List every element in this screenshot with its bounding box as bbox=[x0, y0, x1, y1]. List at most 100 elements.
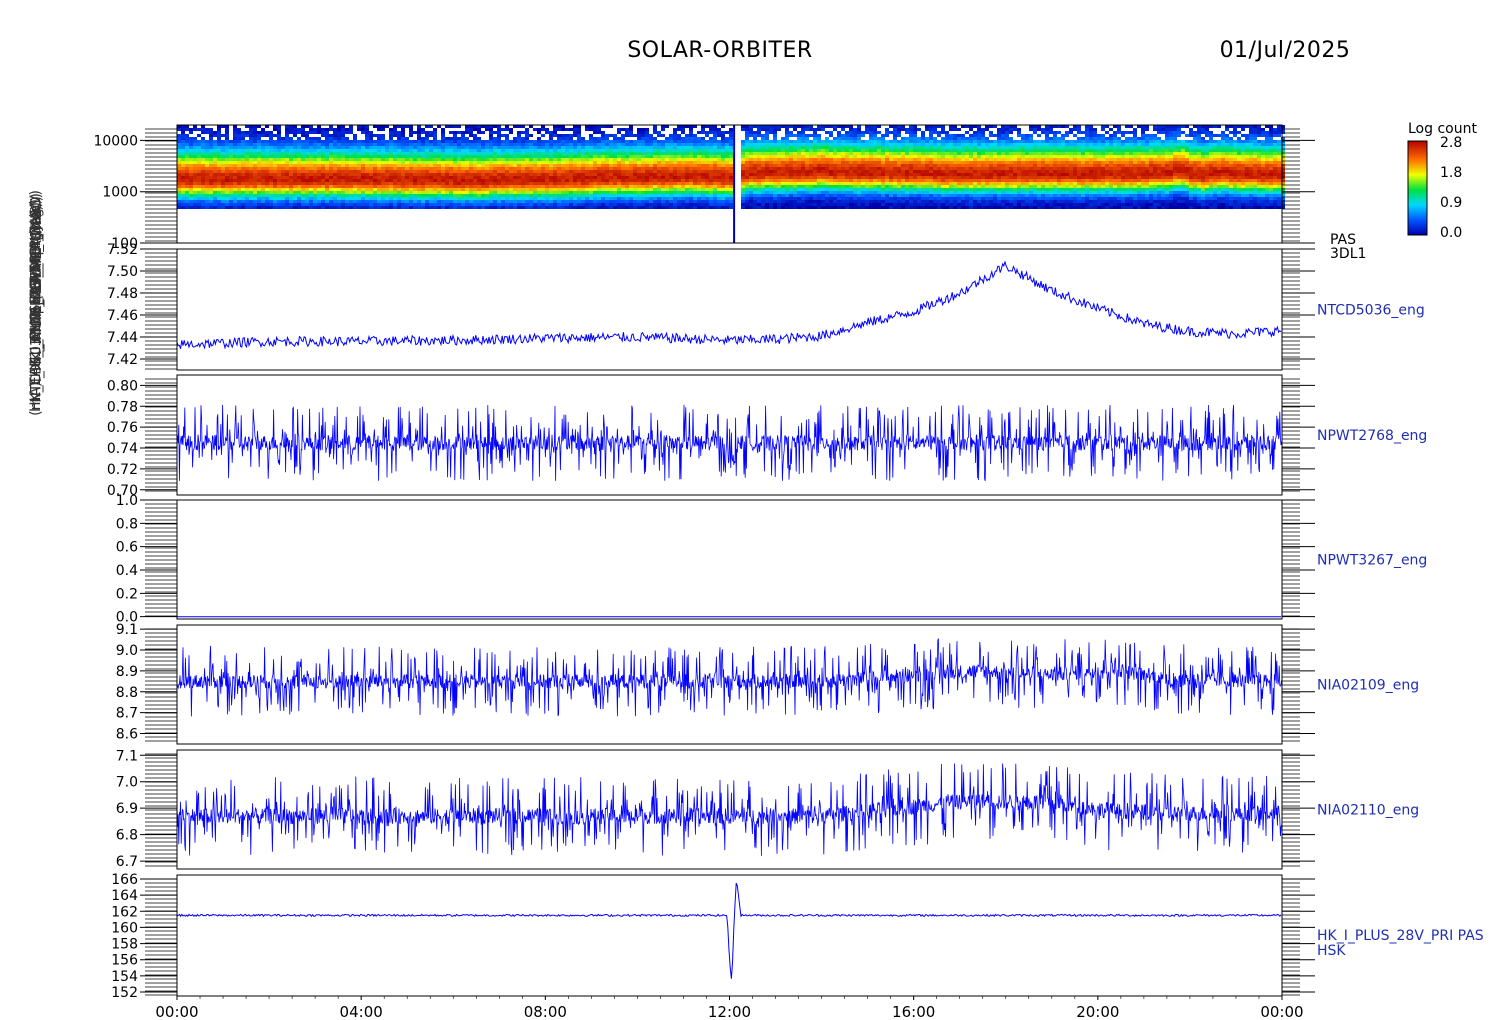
spectrogram-cell bbox=[657, 179, 661, 182]
spectrogram-cell bbox=[297, 173, 301, 176]
spectrogram-cell bbox=[673, 131, 677, 134]
spectrogram-cell bbox=[817, 143, 821, 146]
spectrogram-cell bbox=[313, 158, 317, 161]
spectrogram-cell bbox=[569, 140, 573, 143]
spectrogram-cell bbox=[217, 176, 221, 179]
spectrogram-cell bbox=[581, 200, 585, 203]
spectrogram-cell bbox=[729, 164, 733, 167]
spectrogram-cell bbox=[869, 188, 873, 191]
spectrogram-cell bbox=[609, 206, 613, 209]
spectrogram-cell bbox=[801, 158, 805, 161]
spectrogram-cell bbox=[857, 206, 861, 209]
spectrogram-cell bbox=[517, 152, 521, 155]
spectrogram-cell bbox=[217, 140, 221, 143]
spectrogram-cell bbox=[409, 152, 413, 155]
spectrogram-cell bbox=[237, 146, 241, 149]
spectrogram-cell bbox=[409, 176, 413, 179]
spectrogram-cell bbox=[177, 152, 181, 155]
spectrogram-cell bbox=[761, 152, 765, 155]
spectrogram-cell bbox=[509, 197, 513, 200]
spectrogram-cell bbox=[857, 164, 861, 167]
spectrogram-cell bbox=[217, 152, 221, 155]
spectrogram-cell bbox=[317, 149, 321, 152]
spectrogram-cell bbox=[849, 149, 853, 152]
spectrogram-cell bbox=[937, 164, 941, 167]
spectrogram-cell bbox=[477, 125, 481, 128]
spectrogram-cell bbox=[253, 179, 257, 182]
spectrogram-cell bbox=[281, 179, 285, 182]
spectrogram-cell bbox=[189, 200, 193, 203]
spectrogram-cell bbox=[865, 173, 869, 176]
spectrogram-cell bbox=[765, 137, 769, 140]
spectrogram-cell bbox=[665, 182, 669, 185]
spectrogram-cell bbox=[897, 203, 901, 206]
spectrogram-cell bbox=[745, 155, 749, 158]
spectrogram-cell bbox=[237, 155, 241, 158]
spectrogram-cell bbox=[401, 200, 405, 203]
spectrogram-cell bbox=[589, 197, 593, 200]
spectrogram-cell bbox=[817, 125, 821, 128]
spectrogram-cell bbox=[749, 131, 753, 134]
spectrogram-cell bbox=[233, 164, 237, 167]
spectrogram-cell bbox=[745, 179, 749, 182]
spectrogram-cell bbox=[457, 161, 461, 164]
spectrogram-cell bbox=[933, 131, 937, 134]
spectrogram-cell bbox=[213, 146, 217, 149]
spectrogram-cell bbox=[285, 188, 289, 191]
spectrogram-cell bbox=[253, 203, 257, 206]
spectrogram-cell bbox=[401, 203, 405, 206]
spectrogram-cell bbox=[665, 167, 669, 170]
spectrogram-cell bbox=[713, 131, 717, 134]
spectrogram-cell bbox=[213, 158, 217, 161]
spectrogram-cell bbox=[373, 203, 377, 206]
spectrogram-cell bbox=[713, 176, 717, 179]
spectrogram-cell bbox=[745, 185, 749, 188]
spectrogram-cell bbox=[741, 182, 745, 185]
spectrogram-cell bbox=[353, 140, 357, 143]
spectrogram-cell bbox=[845, 143, 849, 146]
spectrogram-cell bbox=[873, 140, 877, 143]
spectrogram-cell bbox=[373, 194, 377, 197]
spectrogram-cell bbox=[693, 188, 697, 191]
spectrogram-cell bbox=[925, 185, 929, 188]
spectrogram-cell bbox=[661, 146, 665, 149]
spectrogram-cell bbox=[869, 203, 873, 206]
spectrogram-cell bbox=[465, 131, 469, 134]
spectrogram-cell bbox=[641, 167, 645, 170]
spectrogram-cell bbox=[597, 173, 601, 176]
spectrogram-cell bbox=[349, 143, 353, 146]
spectrogram-cell bbox=[325, 179, 329, 182]
spectrogram-cell bbox=[797, 161, 801, 164]
spectrogram-cell bbox=[209, 173, 213, 176]
spectrogram-cell bbox=[925, 176, 929, 179]
spectrogram-cell bbox=[821, 197, 825, 200]
spectrogram-cell bbox=[593, 200, 597, 203]
spectrogram-cell bbox=[217, 161, 221, 164]
spectrogram-cell bbox=[309, 140, 313, 143]
spectrogram-cell bbox=[209, 137, 213, 140]
spectrogram-cell bbox=[761, 191, 765, 194]
spectrogram-cell bbox=[341, 134, 345, 137]
spectrogram-cell bbox=[341, 158, 345, 161]
spectrogram-cell bbox=[729, 161, 733, 164]
spectrogram-cell bbox=[781, 203, 785, 206]
spectrogram-cell bbox=[829, 167, 833, 170]
spectrogram-cell bbox=[665, 173, 669, 176]
spectrogram-cell bbox=[493, 164, 497, 167]
spectrogram-cell bbox=[653, 191, 657, 194]
spectrogram-cell bbox=[593, 185, 597, 188]
spectrogram-cell bbox=[777, 161, 781, 164]
spectrogram-cell bbox=[725, 173, 729, 176]
spectrogram-cell bbox=[481, 173, 485, 176]
spectrogram-cell bbox=[405, 182, 409, 185]
spectrogram-cell bbox=[893, 143, 897, 146]
spectrogram-cell bbox=[825, 161, 829, 164]
spectrogram-cell bbox=[673, 167, 677, 170]
spectrogram-cell bbox=[821, 176, 825, 179]
spectrogram-cell bbox=[785, 179, 789, 182]
spectrogram-cell bbox=[193, 173, 197, 176]
spectrogram-cell bbox=[801, 146, 805, 149]
spectrogram-cell bbox=[817, 182, 821, 185]
spectrogram-cell bbox=[237, 203, 241, 206]
spectrogram-cell bbox=[533, 203, 537, 206]
